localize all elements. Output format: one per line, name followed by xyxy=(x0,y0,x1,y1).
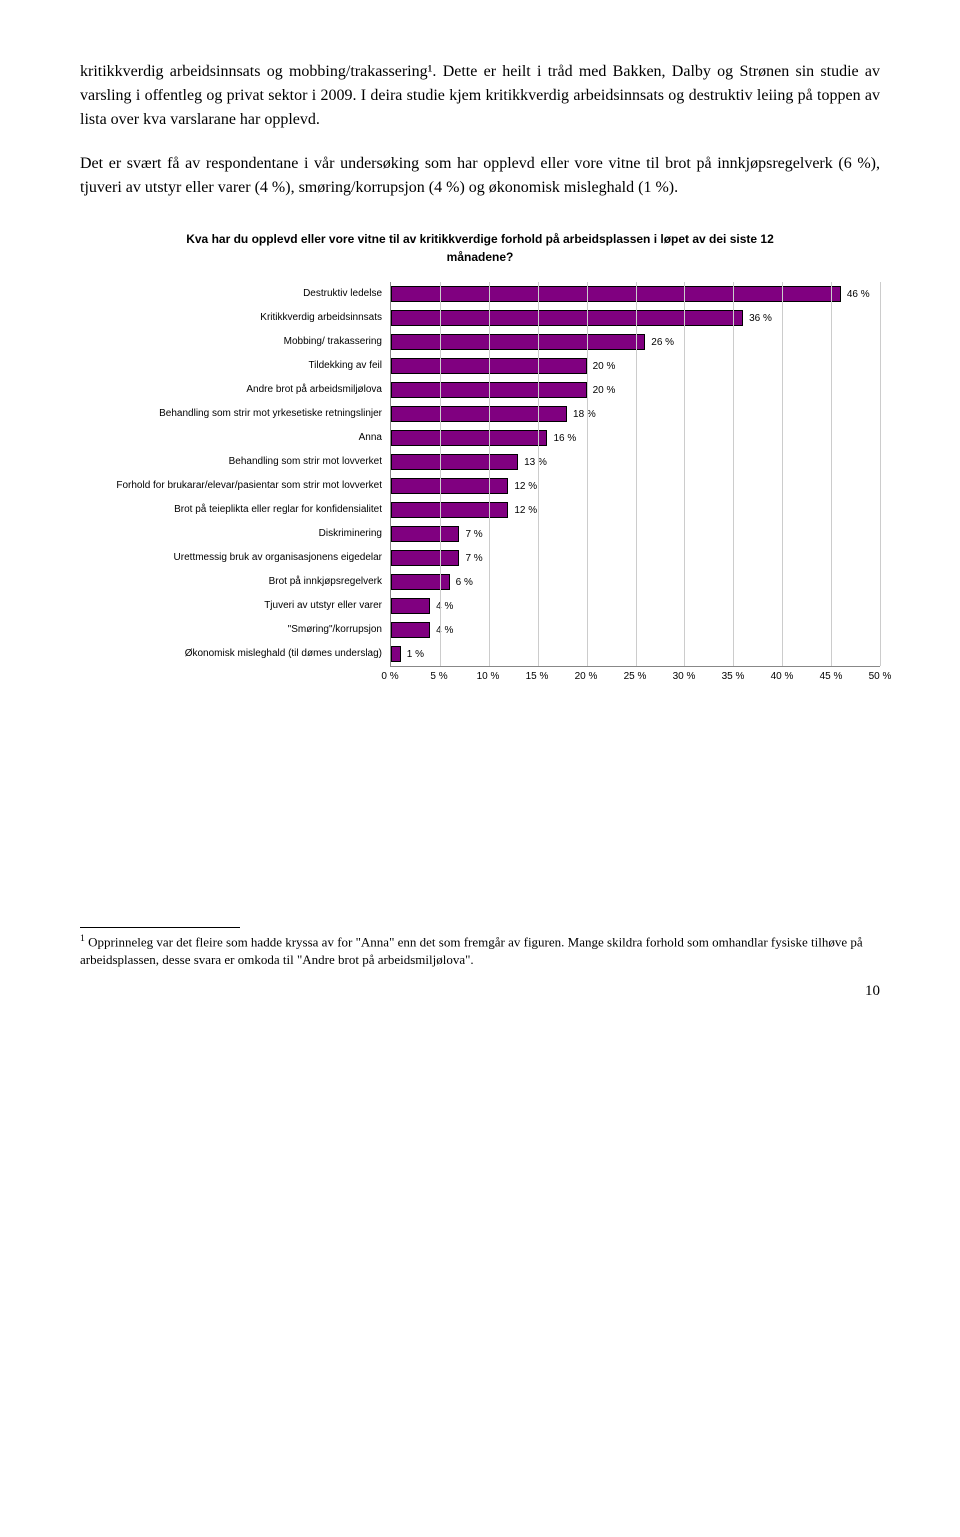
chart-bar-value: 46 % xyxy=(847,287,870,302)
footnote-text: Opprinneleg var det fleire som hadde kry… xyxy=(80,934,863,967)
footnote: 1 Opprinneleg var det fleire som hadde k… xyxy=(80,932,880,968)
chart-x-tick: 15 % xyxy=(526,669,549,684)
chart-bar-value: 12 % xyxy=(514,479,537,494)
chart-bar-value: 16 % xyxy=(553,431,576,446)
chart-bar xyxy=(391,430,547,446)
chart-bar xyxy=(391,334,645,350)
chart-gridline xyxy=(733,282,734,666)
chart-category-label: Mobbing/ trakassering xyxy=(80,330,390,354)
chart-gridline xyxy=(636,282,637,666)
chart-bar-value: 12 % xyxy=(514,503,537,518)
chart-bar xyxy=(391,646,401,662)
chart-gridline xyxy=(831,282,832,666)
chart-bar xyxy=(391,622,430,638)
chart-body: Destruktiv ledelseKritikkverdig arbeidsi… xyxy=(80,282,880,687)
chart-bar xyxy=(391,406,567,422)
body-paragraph: kritikkverdig arbeidsinnsats og mobbing/… xyxy=(80,60,880,132)
chart-x-tick: 0 % xyxy=(381,669,398,684)
chart-x-tick: 40 % xyxy=(771,669,794,684)
chart-bar-value: 7 % xyxy=(465,551,482,566)
chart-bar-value: 26 % xyxy=(651,335,674,350)
chart-category-label: Behandling som strir mot lovverket xyxy=(80,450,390,474)
chart-x-tick: 45 % xyxy=(820,669,843,684)
chart-category-label: Brot på innkjøpsregelverk xyxy=(80,570,390,594)
chart-category-label: Forhold for brukarar/elevar/pasientar so… xyxy=(80,474,390,498)
chart-x-axis: 0 %5 %10 %15 %20 %25 %30 %35 %40 %45 %50… xyxy=(390,667,880,687)
footnotes: 1 Opprinneleg var det fleire som hadde k… xyxy=(80,927,880,968)
chart-category-label: Destruktiv ledelse xyxy=(80,282,390,306)
chart-x-tick: 50 % xyxy=(869,669,892,684)
chart-bar xyxy=(391,478,508,494)
chart-bar-value: 4 % xyxy=(436,623,453,638)
chart-bar-value: 20 % xyxy=(593,359,616,374)
chart-category-label: Økonomisk misleghald (til dømes undersla… xyxy=(80,642,390,666)
chart-category-label: Tjuveri av utstyr eller varer xyxy=(80,594,390,618)
chart-x-tick: 5 % xyxy=(430,669,447,684)
chart-plot-column: 46 % 36 % 26 % 20 % 20 % 18 % 16 % 13 % 12 % 12 %… xyxy=(390,282,880,687)
body-paragraph: Det er svært få av respondentane i vår u… xyxy=(80,152,880,200)
chart-x-tick: 35 % xyxy=(722,669,745,684)
chart-gridline xyxy=(782,282,783,666)
chart-bar-value: 4 % xyxy=(436,599,453,614)
chart-bar xyxy=(391,598,430,614)
chart-gridline xyxy=(489,282,490,666)
chart-category-label: Tildekking av feil xyxy=(80,354,390,378)
chart-gridline xyxy=(587,282,588,666)
chart-bar-value: 13 % xyxy=(524,455,547,470)
chart-category-label: Diskriminering xyxy=(80,522,390,546)
chart-category-label: "Smøring"/korrupsjon xyxy=(80,618,390,642)
chart-bar-value: 36 % xyxy=(749,311,772,326)
footnote-marker: 1 xyxy=(80,933,85,944)
chart-plot-area: 46 % 36 % 26 % 20 % 20 % 18 % 16 % 13 % 12 % 12 %… xyxy=(390,282,880,667)
chart-bar-value: 7 % xyxy=(465,527,482,542)
chart-category-label: Kritikkverdig arbeidsinnsats xyxy=(80,306,390,330)
chart-bar xyxy=(391,310,743,326)
chart-title: Kva har du opplevd eller vore vitne til … xyxy=(160,230,800,266)
chart-gridline xyxy=(440,282,441,666)
chart-category-label: Brot på teieplikta eller reglar for konf… xyxy=(80,498,390,522)
chart-category-column: Destruktiv ledelseKritikkverdig arbeidsi… xyxy=(80,282,390,687)
page-number: 10 xyxy=(80,980,880,1003)
chart-x-tick: 30 % xyxy=(673,669,696,684)
chart-gridline xyxy=(880,282,881,666)
chart-x-tick: 20 % xyxy=(575,669,598,684)
chart-x-tick: 25 % xyxy=(624,669,647,684)
chart-bar xyxy=(391,502,508,518)
chart-bar-value: 18 % xyxy=(573,407,596,422)
chart-gridline xyxy=(684,282,685,666)
chart-bar xyxy=(391,550,459,566)
chart-category-label: Andre brot på arbeidsmiljølova xyxy=(80,378,390,402)
chart-bar-value: 6 % xyxy=(456,575,473,590)
chart-category-label: Behandling som strir mot yrkesetiske ret… xyxy=(80,402,390,426)
chart-bar xyxy=(391,454,518,470)
chart-gridline xyxy=(538,282,539,666)
chart-bar-value: 20 % xyxy=(593,383,616,398)
chart-bar-value: 1 % xyxy=(407,647,424,662)
chart-x-tick: 10 % xyxy=(477,669,500,684)
chart-category-label: Urettmessig bruk av organisasjonens eige… xyxy=(80,546,390,570)
bar-chart: Kva har du opplevd eller vore vitne til … xyxy=(80,230,880,687)
chart-bar xyxy=(391,286,841,302)
footnote-rule xyxy=(80,927,240,928)
chart-bar xyxy=(391,526,459,542)
chart-category-label: Anna xyxy=(80,426,390,450)
